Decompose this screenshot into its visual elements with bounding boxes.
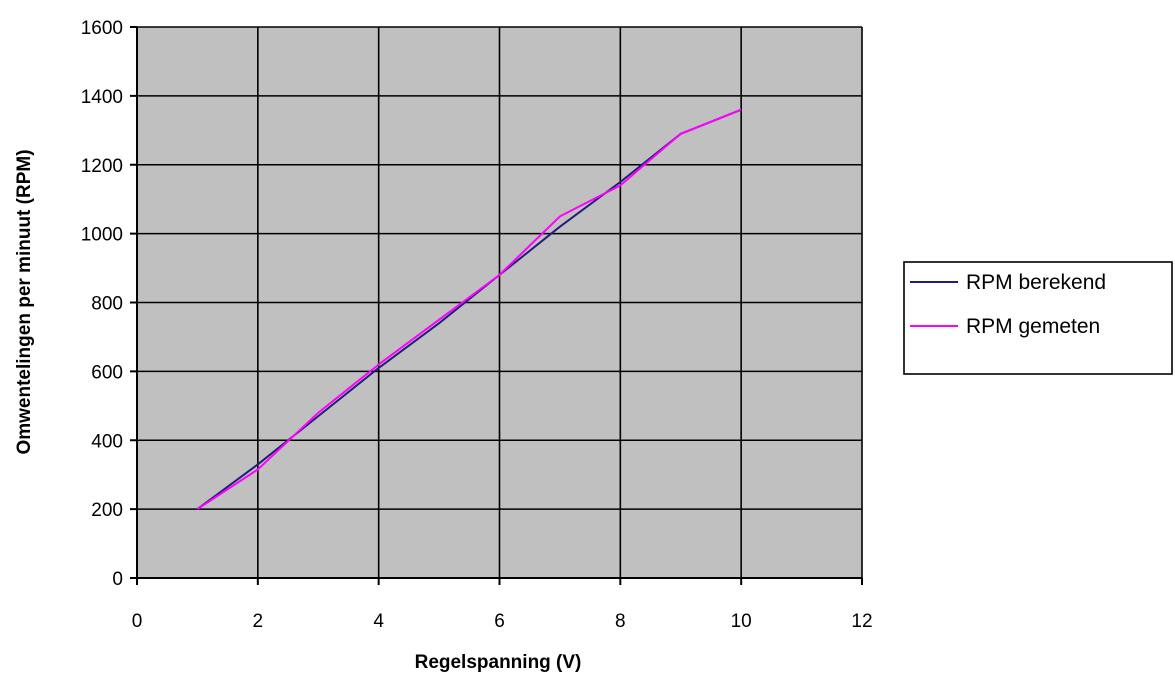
x-tick-label: 12 xyxy=(851,611,872,632)
x-tick-label: 10 xyxy=(731,611,752,632)
y-tick-label: 1000 xyxy=(81,225,123,246)
y-tick-label: 1400 xyxy=(81,87,123,108)
y-tick-label: 200 xyxy=(91,500,123,521)
x-tick-label: 0 xyxy=(132,611,143,632)
y-tick-label: 0 xyxy=(112,569,123,590)
y-tick-label: 600 xyxy=(91,362,123,383)
series-lines xyxy=(196,108,742,510)
y-tick-label: 800 xyxy=(91,294,123,315)
y-axis-title: Omwentelingen per minuut (RPM) xyxy=(14,149,35,454)
x-axis-title: Regelspanning (V) xyxy=(415,652,582,673)
legend-box xyxy=(903,261,1173,375)
axes: 0 2 4 6 8 10 12 0 200 400 600 800 1000 1200 1400 1600 xyxy=(81,18,873,632)
series-line-rpm-gemeten xyxy=(196,108,742,510)
x-tick-label: 2 xyxy=(253,611,264,632)
legend: RPM berekend RPM gemeten xyxy=(903,261,1173,375)
y-tick-label: 1600 xyxy=(81,18,123,39)
legend-label-rpm-gemeten: RPM gemeten xyxy=(966,315,1100,338)
x-tick-label: 4 xyxy=(373,611,384,632)
legend-label-rpm-berekend: RPM berekend xyxy=(966,271,1106,294)
y-tick-label: 400 xyxy=(91,431,123,452)
x-tick-label: 6 xyxy=(494,611,505,632)
y-tick-label: 1200 xyxy=(81,156,123,177)
plot-area xyxy=(136,26,863,579)
x-tick-label: 8 xyxy=(615,611,626,632)
